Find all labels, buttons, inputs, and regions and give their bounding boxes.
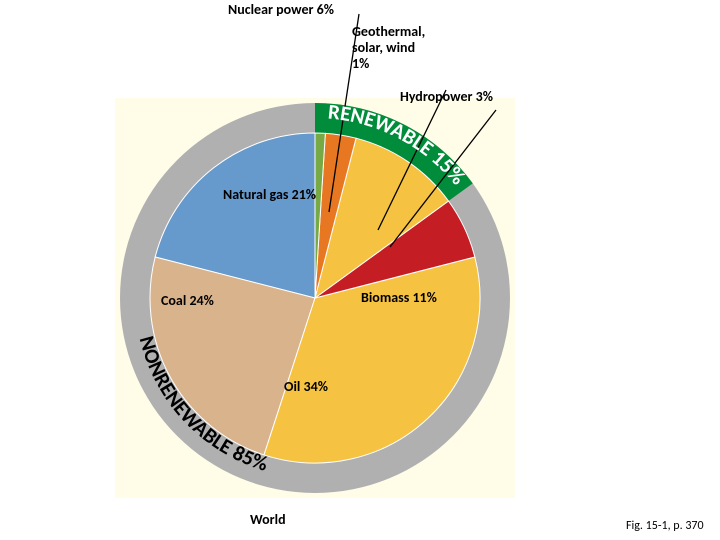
label-coal: Coal 24% — [161, 293, 214, 309]
label-biomass: Biomass 11% — [361, 290, 437, 306]
label-nuclear: Nuclear power 6% — [228, 2, 334, 18]
energy-pie-chart: NONRENEWABLE 85%RENEWABLE 15% — [0, 0, 720, 540]
label-hydropower: Hydropower 3% — [400, 89, 493, 105]
label-world: World — [250, 512, 286, 528]
label-oil: Oil 34% — [284, 379, 328, 395]
label-geothermal: Geothermal, solar, wind 1% — [352, 24, 425, 72]
label-natural-gas: Natural gas 21% — [223, 187, 316, 203]
figure-reference: Fig. 15-1, p. 370 — [626, 520, 704, 534]
